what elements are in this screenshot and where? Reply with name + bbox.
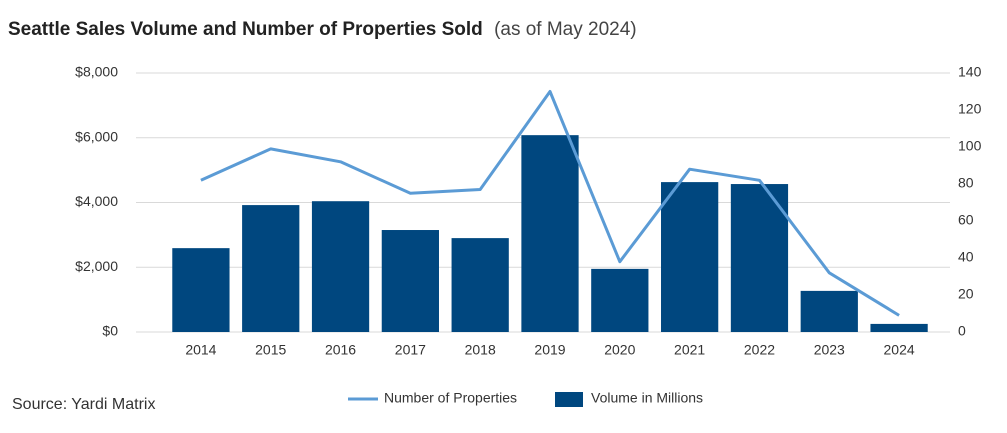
x-tick-label: 2020	[604, 342, 635, 358]
y-tick-label: $4,000	[75, 193, 118, 209]
chart-subtitle: (as of May 2024)	[494, 19, 637, 40]
legend-swatch	[555, 392, 583, 407]
bar	[800, 290, 858, 332]
bar	[661, 182, 719, 332]
x-tick-label: 2022	[744, 342, 775, 358]
y2-tick-label: 0	[958, 323, 966, 339]
chart-title: Seattle Sales Volume and Number of Prope…	[8, 19, 483, 40]
y2-tick-label: 140	[958, 64, 982, 80]
x-tick-label: 2018	[465, 342, 496, 358]
y-tick-label: $2,000	[75, 258, 118, 274]
x-tick-label: 2014	[185, 342, 216, 358]
y-tick-label: $6,000	[75, 128, 118, 144]
legend-label: Volume in Millions	[591, 390, 703, 406]
y-tick-label: $0	[102, 323, 118, 339]
y2-tick-label: 20	[958, 286, 974, 302]
x-tick-label: 2016	[325, 342, 356, 358]
bar	[591, 268, 649, 332]
bar	[311, 201, 370, 332]
line	[200, 90, 900, 317]
y-tick-label: $8,000	[75, 64, 118, 80]
x-tick-label: 2021	[674, 342, 705, 358]
y2-tick-label: 100	[958, 138, 982, 154]
y2-tick-label: 40	[958, 249, 974, 265]
bar	[381, 230, 439, 332]
bar	[730, 184, 789, 332]
bar	[242, 205, 300, 332]
y2-tick-label: 60	[958, 212, 974, 228]
source-note: Source: Yardi Matrix	[12, 396, 155, 413]
x-tick-label: 2015	[255, 342, 286, 358]
bar	[521, 135, 579, 332]
y2-tick-label: 120	[958, 101, 982, 117]
y2-tick-label: 80	[958, 175, 974, 191]
bar	[451, 238, 509, 332]
legend-label: Number of Properties	[384, 390, 517, 406]
x-tick-label: 2023	[814, 342, 845, 358]
x-tick-label: 2019	[534, 342, 565, 358]
bar	[870, 323, 928, 332]
x-tick-label: 2024	[884, 342, 915, 358]
chart-heading: Seattle Sales Volume and Number of Prope…	[8, 19, 637, 40]
x-tick-label: 2017	[395, 342, 426, 358]
bar	[172, 248, 230, 332]
